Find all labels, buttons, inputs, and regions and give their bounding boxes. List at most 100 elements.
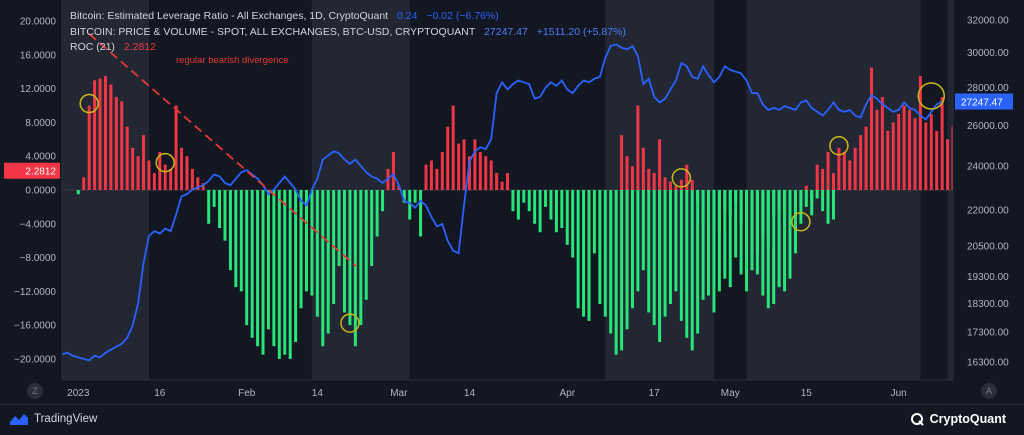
roc-bar bbox=[592, 190, 596, 254]
left-axis-tick-label: 0.0000 bbox=[25, 186, 56, 197]
roc-bar bbox=[413, 190, 417, 203]
legend-price-label: BITCOIN: PRICE & VOLUME - SPOT, ALL EXCH… bbox=[70, 25, 476, 38]
time-axis-tick-label: 15 bbox=[801, 388, 813, 399]
roc-bar bbox=[870, 67, 874, 190]
roc-bar bbox=[207, 190, 211, 224]
tradingview-label: TradingView bbox=[34, 413, 98, 425]
roc-bar bbox=[158, 152, 162, 190]
roc-bar bbox=[565, 190, 569, 245]
roc-bar bbox=[457, 143, 461, 190]
roc-bar bbox=[685, 190, 689, 338]
roc-bar bbox=[489, 160, 493, 190]
roc-bar bbox=[538, 190, 542, 233]
legend-roc-label: ROC (21) bbox=[70, 41, 115, 53]
roc-bar bbox=[712, 190, 716, 313]
left-axis-bg bbox=[0, 0, 62, 380]
right-axis-tick-label: 17300.00 bbox=[967, 327, 1009, 338]
roc-bar bbox=[201, 183, 205, 190]
roc-bar bbox=[478, 152, 482, 190]
right-axis-value-badge bbox=[955, 93, 1013, 110]
roc-bar bbox=[728, 190, 732, 216]
roc-bar bbox=[853, 147, 857, 190]
left-axis-tick-label: 12.0000 bbox=[20, 84, 57, 95]
roc-bar bbox=[940, 97, 944, 190]
roc-bar bbox=[87, 105, 91, 190]
highlight-circle bbox=[791, 212, 811, 232]
time-axis-tick-label: 17 bbox=[649, 388, 661, 399]
roc-bar bbox=[364, 190, 368, 300]
roc-bar bbox=[511, 190, 515, 212]
roc-bar bbox=[234, 190, 238, 288]
roc-bar bbox=[266, 190, 270, 330]
cryptoquant-logo: CryptoQuant bbox=[910, 412, 1006, 426]
roc-bar bbox=[109, 84, 113, 190]
roc-bar bbox=[788, 190, 792, 279]
roc-bar bbox=[484, 156, 488, 190]
roc-bar bbox=[343, 190, 347, 313]
time-axis-tick-label: 14 bbox=[464, 388, 476, 399]
divergence-line bbox=[88, 33, 357, 267]
roc-bar bbox=[658, 139, 662, 190]
legend-row-price: BITCOIN: PRICE & VOLUME - SPOT, ALL EXCH… bbox=[70, 25, 626, 41]
roc-bar bbox=[120, 101, 124, 190]
roc-bar bbox=[717, 190, 721, 292]
legend-row-roc: ROC (21) 2.2812 bbox=[70, 40, 626, 56]
roc-bar bbox=[582, 190, 586, 317]
roc-bar bbox=[913, 118, 917, 190]
roc-bar bbox=[723, 190, 727, 279]
roc-bar bbox=[402, 190, 406, 203]
left-axis-tick-label: 20.0000 bbox=[20, 17, 57, 28]
time-axis-tick-label: Apr bbox=[559, 388, 575, 399]
roc-bar bbox=[98, 78, 102, 190]
roc-bar bbox=[848, 160, 852, 190]
left-axis-value-badge-label: 2.2812 bbox=[25, 167, 56, 178]
roc-bar bbox=[620, 190, 624, 351]
left-axis-tick-label: −16.0000 bbox=[14, 321, 56, 332]
roc-bar bbox=[668, 190, 672, 304]
legend-leverage-label: Bitcoin: Estimated Leverage Ratio - All … bbox=[70, 10, 389, 22]
roc-bar bbox=[924, 122, 928, 190]
roc-bar bbox=[614, 190, 618, 355]
roc-bar bbox=[701, 190, 705, 224]
right-axis-auto-button[interactable]: A bbox=[981, 383, 997, 399]
roc-bar bbox=[668, 181, 672, 190]
roc-bar bbox=[712, 190, 716, 228]
legend-price-change: +1511.20 (+5.87%) bbox=[536, 25, 626, 38]
left-axis-scale-button[interactable]: Z bbox=[27, 383, 43, 399]
roc-bar bbox=[918, 76, 922, 190]
roc-bar bbox=[277, 190, 281, 359]
roc-bar bbox=[679, 190, 683, 321]
roc-bar bbox=[435, 168, 439, 190]
roc-bar bbox=[935, 130, 939, 190]
roc-bar bbox=[185, 156, 189, 190]
tradingview-logo[interactable]: TradingView bbox=[10, 413, 97, 425]
roc-bar bbox=[223, 190, 227, 241]
roc-bar bbox=[359, 190, 363, 326]
roc-bar bbox=[897, 114, 901, 190]
left-axis-tick-label: −12.0000 bbox=[14, 287, 56, 298]
roc-bar bbox=[467, 156, 471, 190]
roc-bar bbox=[288, 190, 292, 359]
roc-bar bbox=[141, 135, 145, 190]
roc-bar bbox=[723, 190, 727, 212]
roc-bar bbox=[321, 190, 325, 347]
time-axis-tick-label: Feb bbox=[238, 388, 256, 399]
roc-bar bbox=[630, 166, 634, 190]
roc-bar bbox=[761, 190, 765, 296]
price-line-path bbox=[61, 43, 943, 362]
right-axis-tick-label: 20500.00 bbox=[967, 241, 1009, 252]
roc-bar bbox=[174, 105, 178, 190]
roc-bar bbox=[125, 126, 129, 190]
roc-bar bbox=[495, 173, 499, 190]
roc-bar bbox=[587, 190, 591, 321]
roc-bar bbox=[745, 190, 749, 250]
time-axis-tick-label: 2023 bbox=[67, 388, 90, 399]
roc-bar bbox=[462, 139, 466, 190]
legend-leverage-change: −0.02 (−6.76%) bbox=[426, 10, 499, 22]
roc-bar bbox=[663, 177, 667, 190]
roc-bar bbox=[272, 190, 276, 347]
right-axis-value-badge-label: 27247.47 bbox=[961, 98, 1003, 109]
roc-bar bbox=[886, 130, 890, 190]
roc-bar bbox=[261, 190, 265, 355]
